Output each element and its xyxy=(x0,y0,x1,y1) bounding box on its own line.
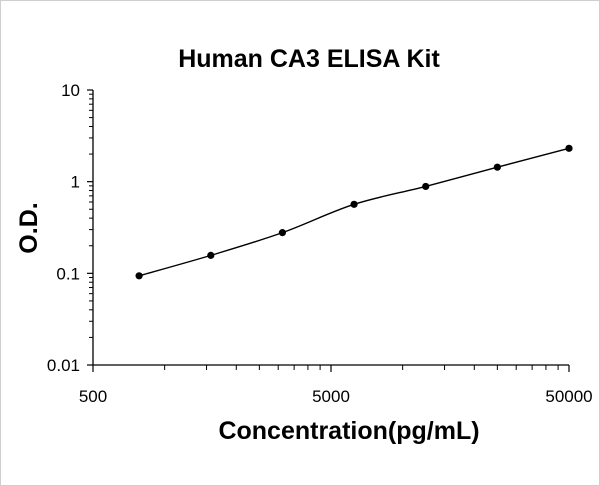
x-axis-title: Concentration(pg/mL) xyxy=(218,417,479,445)
data-point xyxy=(350,200,358,208)
data-point xyxy=(422,182,430,191)
y-tick-label: 0.01 xyxy=(47,356,80,375)
x-tick-label: 50000 xyxy=(545,387,592,406)
chart-title: Human CA3 ELISA Kit xyxy=(178,45,440,73)
data-points xyxy=(135,144,573,280)
data-point xyxy=(493,163,501,171)
data-point xyxy=(207,251,215,259)
axes xyxy=(92,90,569,366)
fit-curve-line xyxy=(138,147,570,277)
tick-marks xyxy=(87,89,570,372)
y-tick-label: 0.1 xyxy=(56,264,80,283)
data-point xyxy=(278,229,287,237)
data-point xyxy=(565,144,573,152)
x-tick-label: 5000 xyxy=(312,387,350,406)
data-point xyxy=(135,272,143,280)
y-tick-label: 10 xyxy=(61,81,80,100)
y-axis-title: O.D. xyxy=(15,202,43,253)
y-tick-label: 1 xyxy=(71,173,80,192)
x-tick-label: 500 xyxy=(79,387,107,406)
tick-labels: 0.01 0.1 1 10 500 5000 50000 xyxy=(47,81,593,406)
fit-curve-group xyxy=(138,147,570,277)
